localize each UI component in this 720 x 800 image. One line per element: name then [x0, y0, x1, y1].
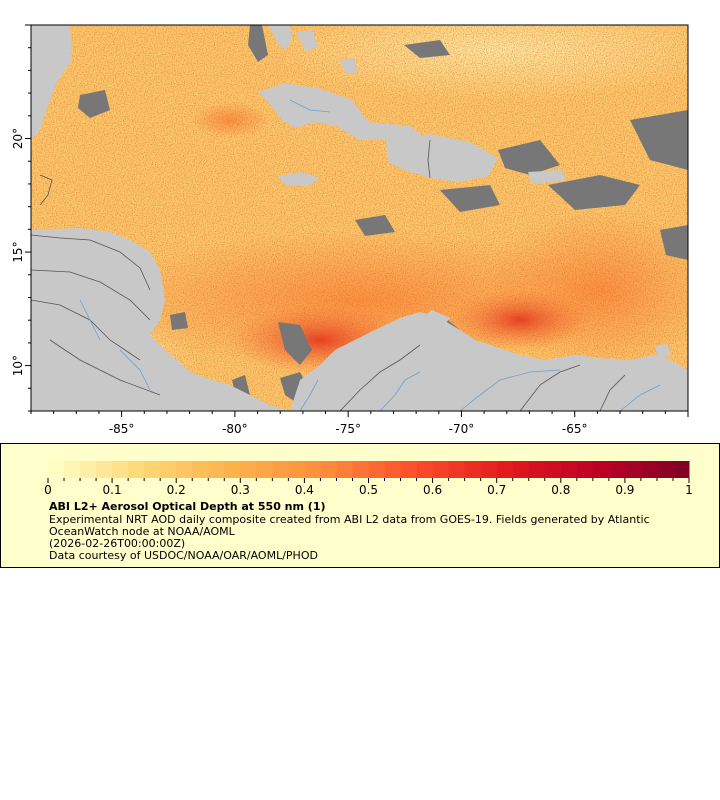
colorbar-cell	[224, 461, 241, 478]
colorbar-cell	[112, 461, 129, 478]
colorbar-tick-label: 0.1	[103, 483, 122, 497]
land-south-america	[290, 312, 688, 411]
colorbar-tick-label: 0.2	[167, 483, 186, 497]
legend-time: (2026-02-26T00:00:00Z)	[49, 537, 186, 550]
colorbar-cell	[160, 461, 177, 478]
land-jamaica	[278, 172, 320, 186]
colorbar-cell	[576, 461, 594, 478]
nodata-patches	[78, 25, 688, 405]
colorbar-tick-label: 0.5	[359, 483, 378, 497]
colorbar-cell	[560, 461, 578, 478]
colorbar-tick-label: 0.6	[423, 483, 442, 497]
colorbar-cell	[80, 461, 97, 478]
colorbar-tick-label: 0	[44, 483, 52, 497]
x-tick-label: -70°	[449, 422, 475, 436]
x-axis: -85° -80° -75° -70° -65°	[30, 411, 689, 436]
colorbar-cell	[272, 461, 289, 478]
colorbar-tick-label: 1	[685, 483, 693, 497]
colorbar-cell	[544, 461, 562, 478]
colorbar-cell	[352, 461, 369, 478]
colorbar-cell	[528, 461, 546, 478]
land-paraguana	[418, 310, 450, 330]
colorbar-cell	[512, 461, 530, 478]
colorbar-cell	[336, 461, 353, 478]
colorbar-cell	[64, 461, 81, 478]
colorbar-tick-label: 0.9	[615, 483, 634, 497]
legend-credit: Data courtesy of USDOC/NOAA/OAR/AOML/PHO…	[49, 549, 318, 562]
colorbar-tick-label: 0.8	[551, 483, 570, 497]
colorbar-tick-label: 0.7	[487, 483, 506, 497]
colorbar-cell	[240, 461, 257, 478]
colorbar-cell	[48, 461, 65, 478]
x-tick-label: -75°	[335, 422, 361, 436]
land-hispaniola	[386, 134, 498, 182]
x-tick-label: -85°	[109, 422, 135, 436]
colorbar-tick-label: 0.4	[295, 483, 314, 497]
colorbar-cell	[256, 461, 273, 478]
map-figure: -85° -80° -75° -70° -65° 10° 15° 20°	[11, 24, 689, 436]
colorbar-cell	[384, 461, 402, 478]
colorbar-tick-label: 0.3	[231, 483, 250, 497]
colorbar-cell	[592, 461, 610, 478]
colorbar-cell	[640, 461, 658, 478]
legend-panel: 0 0.1 0.2 0.3 0.4 0.5 0.6 0.7 0.8 0.9 1 ABI L2+ Ae…	[0, 443, 720, 568]
legend-title: ABI L2+ Aerosol Optical Depth at 550 nm …	[49, 500, 326, 513]
colorbar-cell	[128, 461, 145, 478]
colorbar-cell	[416, 461, 434, 478]
y-axis: 10° 15° 20°	[11, 24, 31, 412]
land-cuba	[258, 83, 428, 146]
land-masses	[31, 25, 688, 411]
y-tick-label: 15°	[11, 241, 25, 262]
colorbar-cell	[432, 461, 450, 478]
x-tick-label: -65°	[562, 422, 588, 436]
colorbar-cell	[656, 461, 674, 478]
colorbar-cell	[288, 461, 305, 478]
colorbar-cell	[400, 461, 418, 478]
land-bahamas-2	[340, 58, 358, 74]
colorbar-cell	[464, 461, 482, 478]
colorbar-cell	[480, 461, 498, 478]
colorbar-cell	[208, 461, 225, 478]
colorbar-cell	[624, 461, 642, 478]
colorbar-cell	[608, 461, 626, 478]
land-bahamas-1	[296, 30, 318, 52]
colorbar-cells	[48, 461, 690, 478]
colorbar-cell	[96, 461, 113, 478]
colorbar-cell	[672, 461, 690, 478]
colorbar-cell	[448, 461, 466, 478]
colorbar-cell	[320, 461, 337, 478]
colorbar-ticks: 0 0.1 0.2 0.3 0.4 0.5 0.6 0.7 0.8 0.9 1	[44, 478, 693, 497]
x-tick-label: -80°	[222, 422, 248, 436]
colorbar-cell	[144, 461, 161, 478]
land-puerto-rico	[528, 170, 566, 184]
colorbar-cell	[496, 461, 514, 478]
legend-description: Experimental NRT AOD daily composite cre…	[49, 513, 650, 538]
colorbar-cell	[176, 461, 193, 478]
colorbar-cell	[192, 461, 209, 478]
rivers	[79, 99, 661, 411]
map-frame	[30, 24, 689, 412]
colorbar-cell	[304, 461, 321, 478]
aerosol-map	[31, 25, 688, 411]
land-florida	[268, 25, 292, 50]
land-trinidad	[655, 344, 670, 358]
land-central-america-south	[31, 228, 290, 411]
colorbar-cell	[368, 461, 386, 478]
land-central-america	[31, 25, 72, 140]
y-tick-label: 20°	[11, 128, 25, 149]
y-tick-label: 10°	[11, 355, 25, 376]
colorbar: 0 0.1 0.2 0.3 0.4 0.5 0.6 0.7 0.8 0.9 1	[44, 461, 693, 497]
